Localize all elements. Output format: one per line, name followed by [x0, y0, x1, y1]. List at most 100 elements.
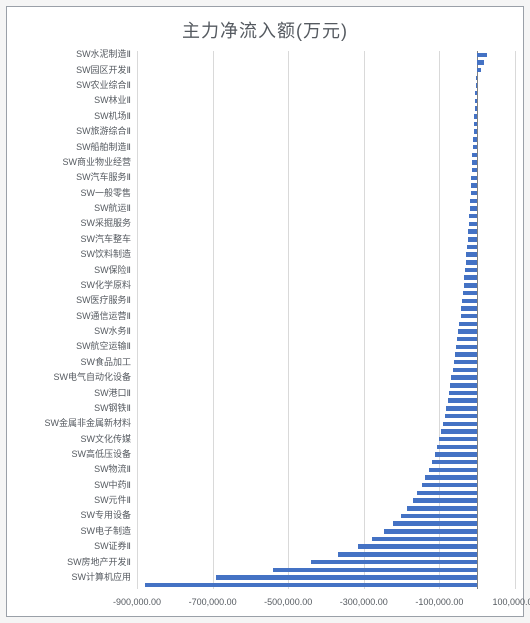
y-tick-label: SW船舶制造Ⅱ [1, 143, 131, 152]
bar [473, 137, 477, 141]
bar [455, 352, 477, 356]
x-tick-label: 100,000.00 [492, 597, 530, 607]
bar [372, 537, 477, 541]
y-tick-label: SW农业综合Ⅱ [1, 81, 131, 90]
bar [449, 391, 477, 395]
bar [425, 475, 477, 479]
bar [458, 329, 477, 333]
y-tick-label: SW汽车整车 [1, 235, 131, 244]
y-tick-label: SW饮料制造 [1, 250, 131, 259]
y-tick-label: SW电子制造 [1, 527, 131, 536]
bar [459, 322, 477, 326]
bar [475, 106, 477, 110]
bar [474, 122, 477, 126]
bar [216, 575, 477, 579]
bar [461, 314, 478, 318]
bar [474, 129, 478, 133]
y-tick-label: SW文化传媒 [1, 435, 131, 444]
bar [446, 406, 477, 410]
y-tick-label: SW物流Ⅱ [1, 465, 131, 474]
y-tick-label: SW元件Ⅱ [1, 496, 131, 505]
bar [407, 506, 477, 510]
bar [471, 183, 477, 187]
bar [448, 398, 477, 402]
y-tick-label: SW医疗服务Ⅱ [1, 296, 131, 305]
y-tick-label: SW保险Ⅱ [1, 266, 131, 275]
bar [422, 483, 478, 487]
bar [273, 568, 477, 572]
bar [476, 76, 477, 80]
y-tick-label: SW商业物业经营 [1, 158, 131, 167]
baseline [477, 51, 478, 589]
y-tick-label: SW化学原料 [1, 281, 131, 290]
bar [467, 245, 477, 249]
y-tick-label: SW计算机应用 [1, 573, 131, 582]
bar [465, 268, 477, 272]
x-tick-label: -500,000.00 [264, 597, 312, 607]
bar [432, 460, 477, 464]
bar [429, 468, 477, 472]
y-tick-label: SW一般零售 [1, 189, 131, 198]
y-tick-label: SW电气自动化设备 [1, 373, 131, 382]
bar [417, 491, 477, 495]
bar [454, 360, 477, 364]
gridline [137, 51, 138, 589]
gridline [515, 51, 516, 589]
bar [451, 375, 477, 379]
y-tick-label: SW旅游综合Ⅱ [1, 127, 131, 136]
bar [464, 275, 477, 279]
bar [469, 222, 478, 226]
bar [463, 291, 477, 295]
y-tick-label: SW房地产开发Ⅱ [1, 558, 131, 567]
plot-area [137, 51, 515, 589]
y-tick-label: SW林业Ⅱ [1, 96, 131, 105]
y-tick-label: SW水泥制造Ⅱ [1, 50, 131, 59]
bar [145, 583, 478, 587]
y-tick-label: SW中药Ⅱ [1, 481, 131, 490]
x-tick-label: -100,000.00 [415, 597, 463, 607]
y-tick-label: SW水务Ⅱ [1, 327, 131, 336]
bar [456, 345, 477, 349]
bar [469, 214, 477, 218]
y-tick-label: SW港口Ⅱ [1, 389, 131, 398]
bar [413, 498, 477, 502]
bar [453, 368, 478, 372]
bar [358, 544, 477, 548]
bar [462, 299, 477, 303]
bar [450, 383, 477, 387]
bar [472, 160, 477, 164]
y-tick-label: SW高低压设备 [1, 450, 131, 459]
bar [439, 437, 477, 441]
y-tick-label: SW园区开发Ⅱ [1, 66, 131, 75]
bar [477, 60, 484, 64]
bar [464, 283, 478, 287]
bar [445, 414, 478, 418]
y-tick-label: SW汽车服务Ⅱ [1, 173, 131, 182]
y-tick-label: SW通信运营Ⅱ [1, 312, 131, 321]
y-tick-label: SW食品加工 [1, 358, 131, 367]
bar [437, 445, 477, 449]
bar [441, 429, 477, 433]
gridline [213, 51, 214, 589]
bar [471, 191, 478, 195]
x-tick-label: -900,000.00 [113, 597, 161, 607]
bar [476, 83, 477, 87]
y-tick-label: SW航空运输Ⅱ [1, 342, 131, 351]
bar [471, 176, 477, 180]
bar [472, 153, 477, 157]
y-tick-label: SW钢铁Ⅱ [1, 404, 131, 413]
y-tick-label: SW金属非金属新材料 [1, 419, 131, 428]
y-tick-label: SW采掘服务 [1, 219, 131, 228]
bar [466, 252, 477, 256]
bar [477, 53, 486, 57]
gridline [364, 51, 365, 589]
bar [401, 514, 477, 518]
x-tick-label: -300,000.00 [340, 597, 388, 607]
bar [468, 229, 477, 233]
y-tick-label: SW专用设备 [1, 511, 131, 520]
bar [470, 199, 477, 203]
bar [477, 68, 481, 72]
bar [470, 206, 477, 210]
bar [473, 145, 477, 149]
bar [393, 521, 477, 525]
